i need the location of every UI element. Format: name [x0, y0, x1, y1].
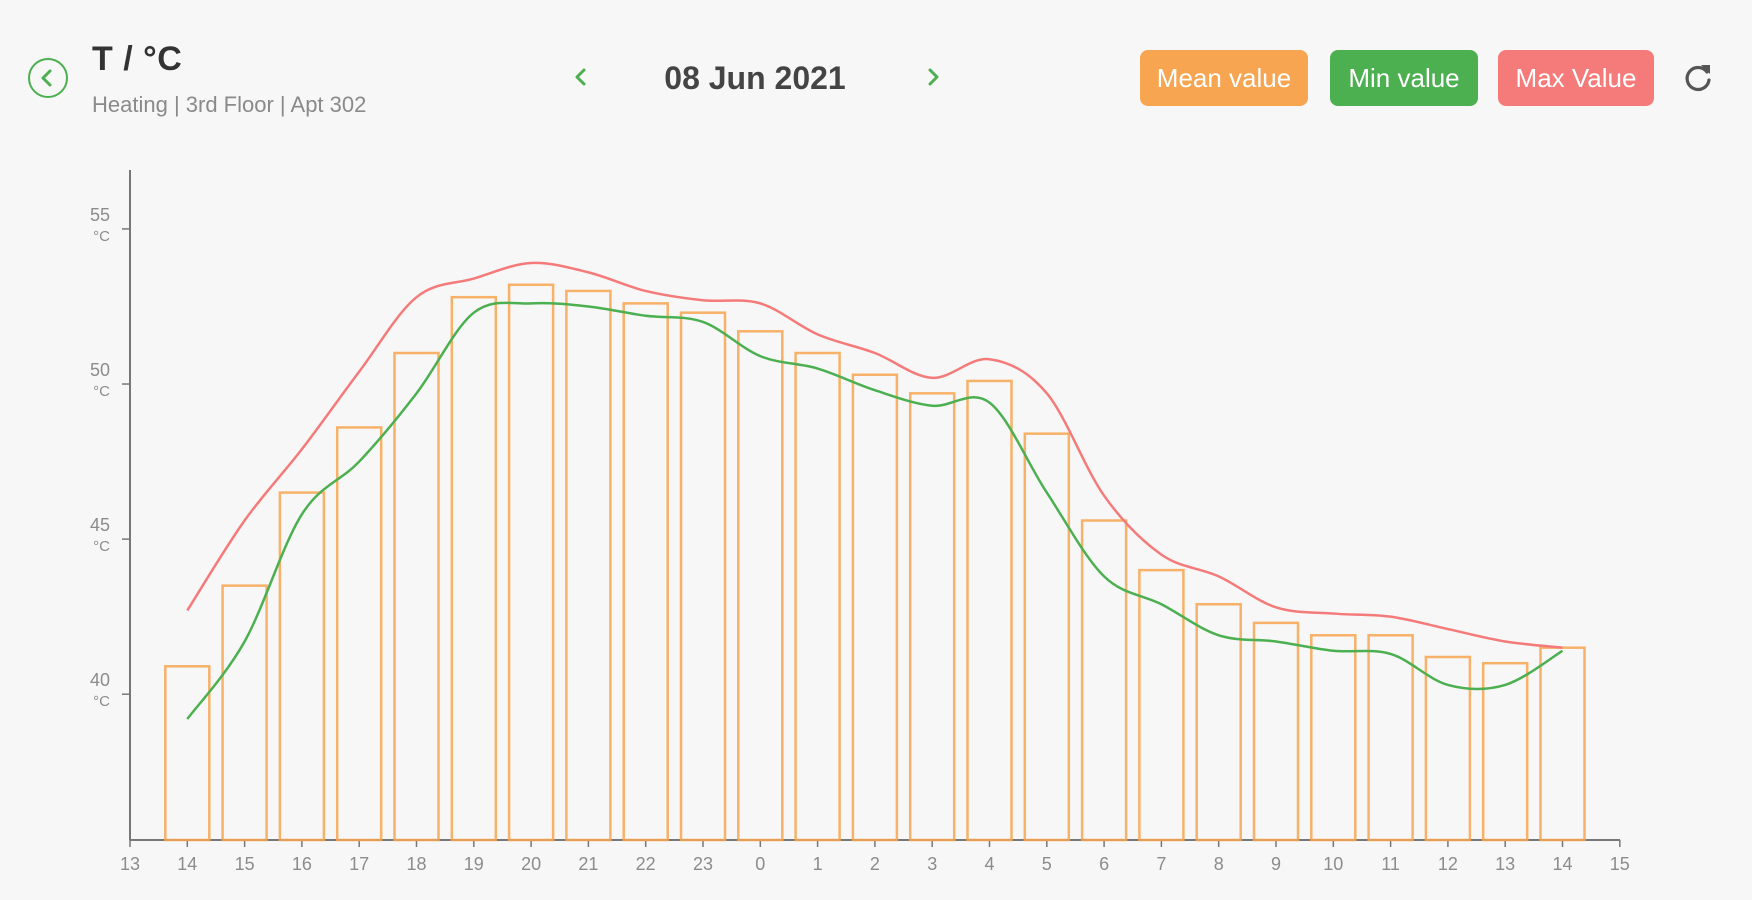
mean-bar — [221, 584, 268, 842]
mean-bar — [851, 373, 899, 842]
next-day-button[interactable] — [918, 62, 948, 92]
x-tick-label: 2 — [870, 854, 880, 874]
x-tick-label: 14 — [177, 854, 197, 874]
y-tick-label: 50 — [90, 360, 110, 380]
mean-bar — [679, 311, 727, 842]
mean-value-button[interactable]: Mean value — [1140, 50, 1308, 106]
chart-header: T / °C Heating | 3rd Floor | Apt 302 08 … — [0, 0, 1752, 140]
y-tick-label: 45 — [90, 515, 110, 535]
x-tick-label: 0 — [755, 854, 765, 874]
mean-bar — [164, 665, 211, 842]
mean-bar — [1539, 646, 1586, 842]
y-tick-unit: °C — [93, 228, 110, 245]
x-tick-label: 23 — [693, 854, 713, 874]
x-tick-label: 21 — [578, 854, 598, 874]
y-tick-unit: °C — [93, 693, 110, 710]
y-tick-label: 55 — [90, 205, 110, 225]
x-tick-label: 14 — [1552, 854, 1572, 874]
mean-bar — [1195, 603, 1242, 842]
page-subtitle: Heating | 3rd Floor | Apt 302 — [92, 92, 367, 117]
mean-bar — [565, 289, 612, 842]
mean-bar — [622, 302, 669, 842]
previous-day-button[interactable] — [566, 62, 596, 92]
refresh-button[interactable] — [1680, 60, 1716, 96]
min-value-button[interactable]: Min value — [1330, 50, 1478, 106]
mean-bar — [966, 379, 1013, 842]
x-tick-label: 22 — [636, 854, 656, 874]
x-tick-label: 15 — [235, 854, 255, 874]
mean-bar — [507, 283, 555, 842]
mean-bar — [335, 426, 383, 842]
chevron-left-icon — [41, 69, 52, 87]
x-tick-label: 18 — [406, 854, 426, 874]
x-tick-label: 12 — [1438, 854, 1458, 874]
x-tick-label: 7 — [1156, 854, 1166, 874]
date-label: 08 Jun 2021 — [664, 60, 846, 96]
x-tick-label: 19 — [464, 854, 484, 874]
x-tick-label: 1 — [813, 854, 823, 874]
x-tick-label: 20 — [521, 854, 541, 874]
x-tick-label: 9 — [1271, 854, 1281, 874]
mean-bar — [1252, 621, 1300, 842]
page-title: T / °C — [92, 40, 183, 78]
mean-bar — [1367, 634, 1414, 842]
mean-bar — [1080, 519, 1128, 842]
max-value-line — [186, 261, 1563, 649]
mean-bar — [1481, 661, 1529, 842]
mean-bar — [908, 392, 956, 842]
x-tick-label: 15 — [1610, 854, 1630, 874]
x-tick-label: 16 — [292, 854, 312, 874]
mean-bar — [1310, 634, 1357, 842]
x-tick-label: 10 — [1323, 854, 1343, 874]
x-tick-label: 4 — [984, 854, 994, 874]
y-tick-unit: °C — [93, 383, 110, 400]
chevron-right-icon — [928, 68, 939, 86]
x-tick-label: 17 — [349, 854, 369, 874]
x-tick-label: 6 — [1099, 854, 1109, 874]
mean-bar — [794, 351, 841, 842]
chevron-left-icon — [575, 68, 586, 86]
x-tick-label: 8 — [1214, 854, 1224, 874]
mean-bar — [737, 330, 784, 842]
y-tick-label: 40 — [90, 670, 110, 690]
x-tick-label: 3 — [927, 854, 937, 874]
temperature-chart: 40°C45°C50°C55°C13 14 15 16 17 18 19 20 21 22 23 0 1… — [90, 170, 1630, 874]
refresh-icon — [1685, 65, 1711, 92]
x-tick-label: 11 — [1381, 854, 1400, 874]
max-value-button[interactable]: Max Value — [1498, 50, 1654, 106]
mean-bar — [1138, 568, 1185, 842]
x-tick-label: 5 — [1042, 854, 1052, 874]
mean-bar — [278, 491, 326, 842]
x-tick-label: 13 — [1495, 854, 1515, 874]
back-button[interactable] — [28, 58, 68, 98]
min-value-line — [186, 301, 1564, 720]
mean-bar — [1424, 655, 1472, 842]
y-tick-unit: °C — [93, 538, 110, 555]
x-tick-label: 13 — [120, 854, 140, 874]
mean-bar — [393, 351, 440, 842]
mean-bar — [450, 295, 498, 842]
mean-bar — [1023, 432, 1071, 842]
